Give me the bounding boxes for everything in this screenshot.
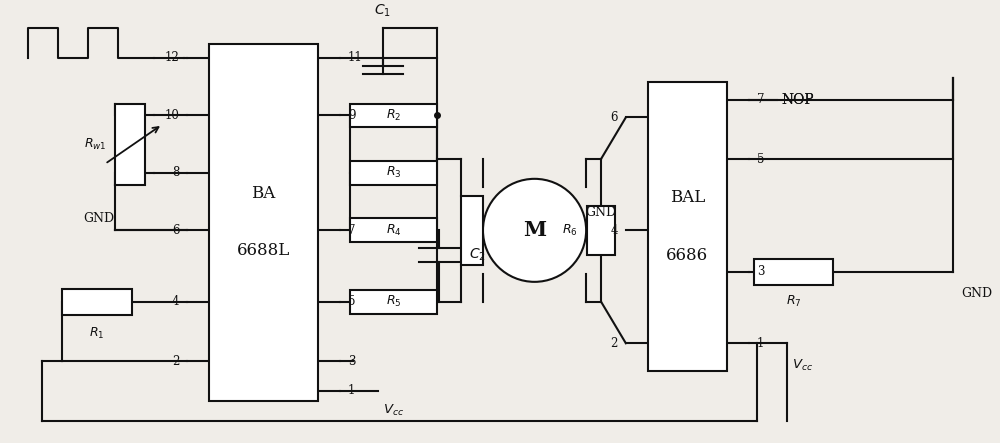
Text: $V_{cc}$: $V_{cc}$ bbox=[792, 358, 813, 373]
Bar bbox=[62, 289, 132, 315]
Text: 10: 10 bbox=[164, 109, 179, 122]
Text: 3: 3 bbox=[757, 265, 764, 279]
Bar bbox=[754, 259, 833, 285]
Bar bbox=[209, 44, 318, 401]
Text: $R_1$: $R_1$ bbox=[89, 326, 105, 341]
Text: 3: 3 bbox=[348, 354, 355, 368]
Text: $R_2$: $R_2$ bbox=[386, 108, 401, 123]
Text: 6: 6 bbox=[610, 111, 618, 124]
Text: 5: 5 bbox=[348, 295, 355, 308]
Text: $C_2$: $C_2$ bbox=[469, 247, 486, 263]
Text: NOP: NOP bbox=[782, 93, 814, 107]
Text: BA: BA bbox=[252, 185, 276, 202]
Text: $R_{w1}$: $R_{w1}$ bbox=[84, 136, 107, 152]
Text: GND: GND bbox=[585, 206, 616, 219]
Text: 6688L: 6688L bbox=[237, 242, 290, 260]
Text: 7: 7 bbox=[348, 224, 355, 237]
Text: 6686: 6686 bbox=[666, 247, 708, 264]
Text: 6: 6 bbox=[172, 224, 179, 237]
Text: $R_7$: $R_7$ bbox=[786, 294, 801, 309]
Text: 2: 2 bbox=[172, 354, 179, 368]
Text: 9: 9 bbox=[348, 109, 355, 122]
Text: 12: 12 bbox=[165, 51, 179, 65]
Text: M: M bbox=[523, 220, 546, 241]
Bar bbox=[648, 82, 727, 371]
Bar bbox=[587, 206, 615, 255]
Text: 5: 5 bbox=[757, 152, 764, 166]
Text: BAL: BAL bbox=[670, 189, 705, 206]
Text: $V_{cc}$: $V_{cc}$ bbox=[383, 403, 404, 418]
Text: 8: 8 bbox=[172, 167, 179, 179]
Bar bbox=[461, 196, 483, 265]
Text: $R_3$: $R_3$ bbox=[386, 165, 401, 180]
Bar bbox=[350, 290, 437, 314]
Bar bbox=[350, 104, 437, 127]
Text: $R_6$: $R_6$ bbox=[562, 223, 577, 238]
Bar bbox=[115, 104, 145, 185]
Text: NOP: NOP bbox=[782, 93, 814, 107]
Text: 1: 1 bbox=[348, 384, 355, 397]
Text: 1: 1 bbox=[757, 337, 764, 350]
Text: 4: 4 bbox=[172, 295, 179, 308]
Text: $R_5$: $R_5$ bbox=[386, 294, 401, 309]
Text: GND: GND bbox=[83, 212, 114, 225]
Circle shape bbox=[483, 179, 586, 282]
Bar bbox=[350, 218, 437, 242]
Text: GND: GND bbox=[961, 287, 992, 300]
Text: 4: 4 bbox=[610, 224, 618, 237]
Text: 7: 7 bbox=[757, 93, 764, 106]
Text: 11: 11 bbox=[348, 51, 363, 65]
Text: $C_1$: $C_1$ bbox=[374, 2, 391, 19]
Bar bbox=[350, 161, 437, 185]
Text: $R_4$: $R_4$ bbox=[386, 223, 401, 238]
Text: 2: 2 bbox=[611, 337, 618, 350]
